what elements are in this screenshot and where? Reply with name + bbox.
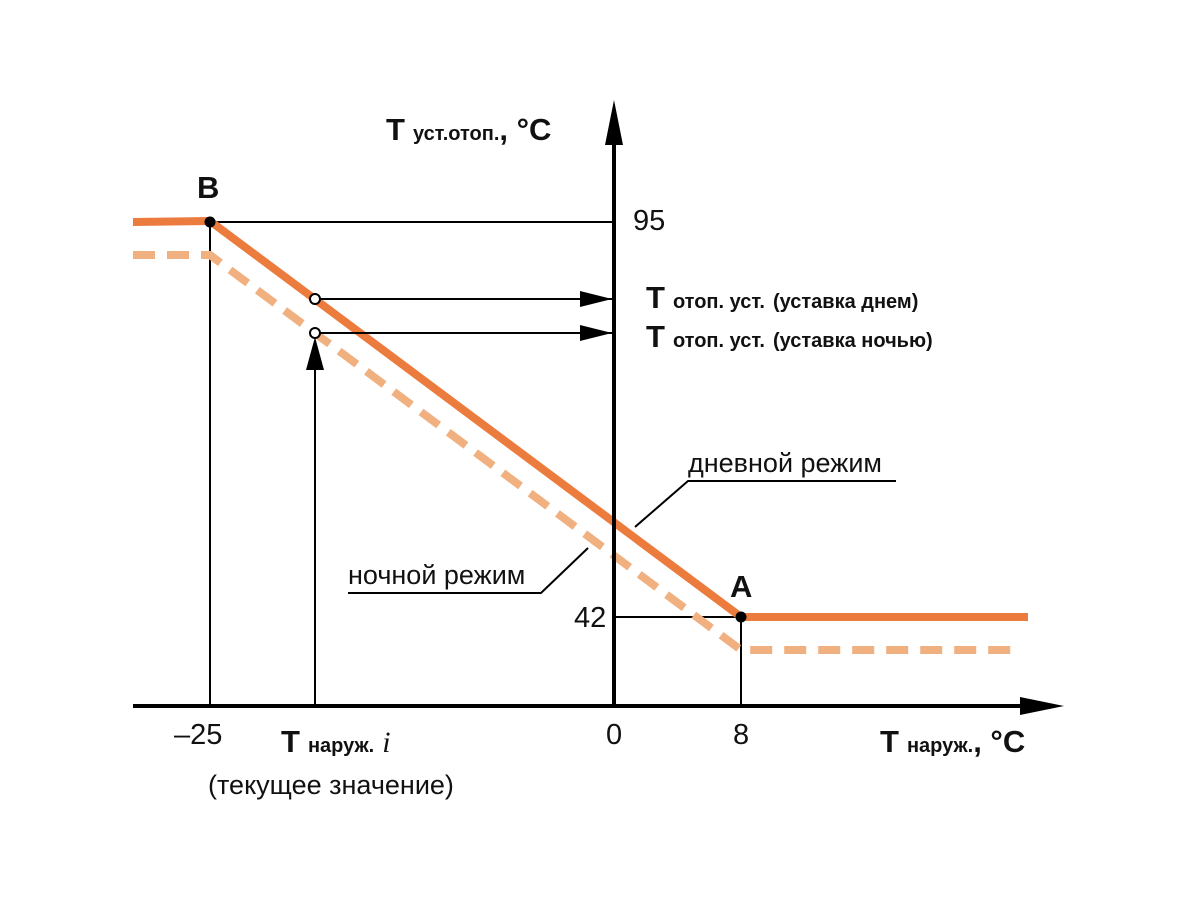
current-outdoor-arrowhead [306,337,324,370]
day-mode-curve [132,216,1028,621]
x-tick-minus25: –25 [174,719,222,751]
x-tick-8: 8 [733,719,749,751]
point-b-marker [204,216,216,228]
point-a-label: A [730,569,752,604]
day-mode-leader [634,480,896,528]
x-axis-arrowhead [1020,697,1064,715]
point-b-label: B [197,170,219,205]
y-axis-arrowhead [605,100,623,145]
night-setpoint-marker [309,327,321,339]
night-mode-leader [348,547,589,594]
night-mode-curve [133,251,1022,654]
day-setpoint-marker [309,293,321,305]
x-tick-0: 0 [606,719,622,751]
y-tick-42: 42 [574,602,606,634]
night-mode-label: ночной режим [348,560,525,590]
day-mode-label: дневной режим [688,448,882,478]
current-outdoor-note: (текущее значение) [208,770,454,800]
y-tick-95: 95 [633,205,665,237]
point-a-marker [735,611,747,623]
